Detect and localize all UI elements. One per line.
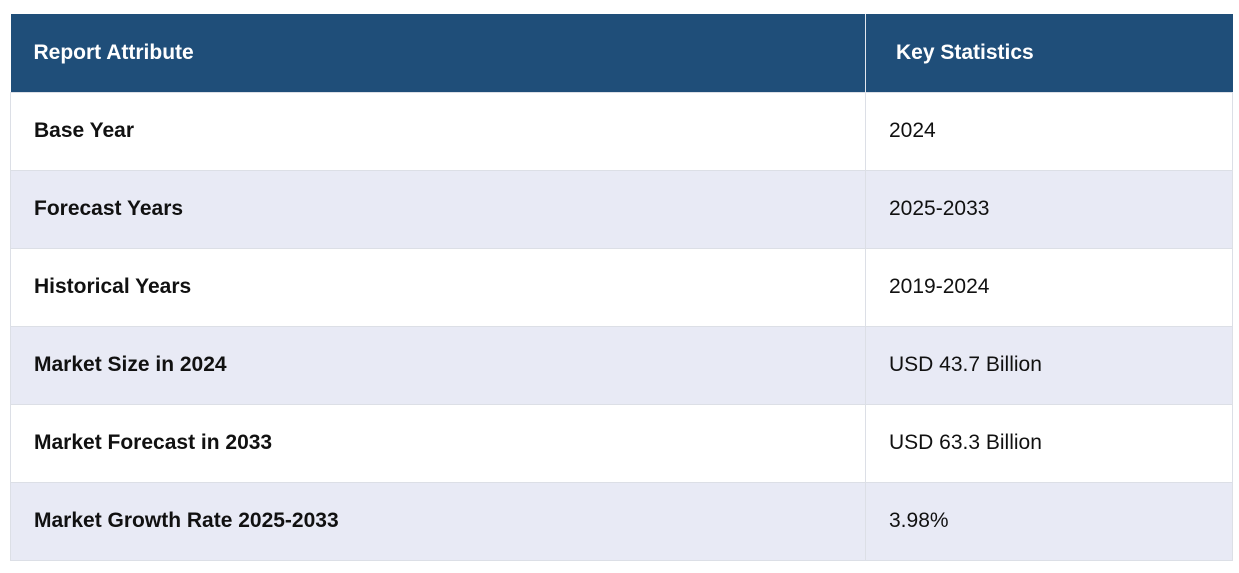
table-row: Market Size in 2024 USD 43.7 Billion [10, 325, 1233, 405]
row-value: USD 63.3 Billion [865, 403, 1233, 483]
row-value: 2024 [865, 91, 1233, 171]
header-key-statistics: Key Statistics [865, 14, 1233, 92]
row-value: 2019-2024 [865, 247, 1233, 327]
table-row: Historical Years 2019-2024 [10, 247, 1233, 327]
row-attribute: Historical Years [10, 247, 866, 327]
row-value: 3.98% [865, 481, 1233, 561]
row-attribute: Base Year [10, 91, 866, 171]
table-row: Market Growth Rate 2025-2033 3.98% [10, 481, 1233, 561]
header-row: Report Attribute Key Statistics [10, 14, 1233, 92]
table-row: Market Forecast in 2033 USD 63.3 Billion [10, 403, 1233, 483]
row-attribute: Market Size in 2024 [10, 325, 866, 405]
header-report-attribute: Report Attribute [10, 14, 866, 92]
row-value: USD 43.7 Billion [865, 325, 1233, 405]
table-body: Base Year 2024 Forecast Years 2025-2033 … [10, 91, 1233, 561]
table-row: Base Year 2024 [10, 91, 1233, 171]
row-attribute: Forecast Years [10, 169, 866, 249]
report-table: Report Attribute Key Statistics Base Yea… [10, 14, 1233, 561]
row-value: 2025-2033 [865, 169, 1233, 249]
table-row: Forecast Years 2025-2033 [10, 169, 1233, 249]
report-table-container: Report Attribute Key Statistics Base Yea… [10, 14, 1233, 561]
table-header: Report Attribute Key Statistics [10, 14, 1233, 92]
row-attribute: Market Growth Rate 2025-2033 [10, 481, 866, 561]
row-attribute: Market Forecast in 2033 [10, 403, 866, 483]
